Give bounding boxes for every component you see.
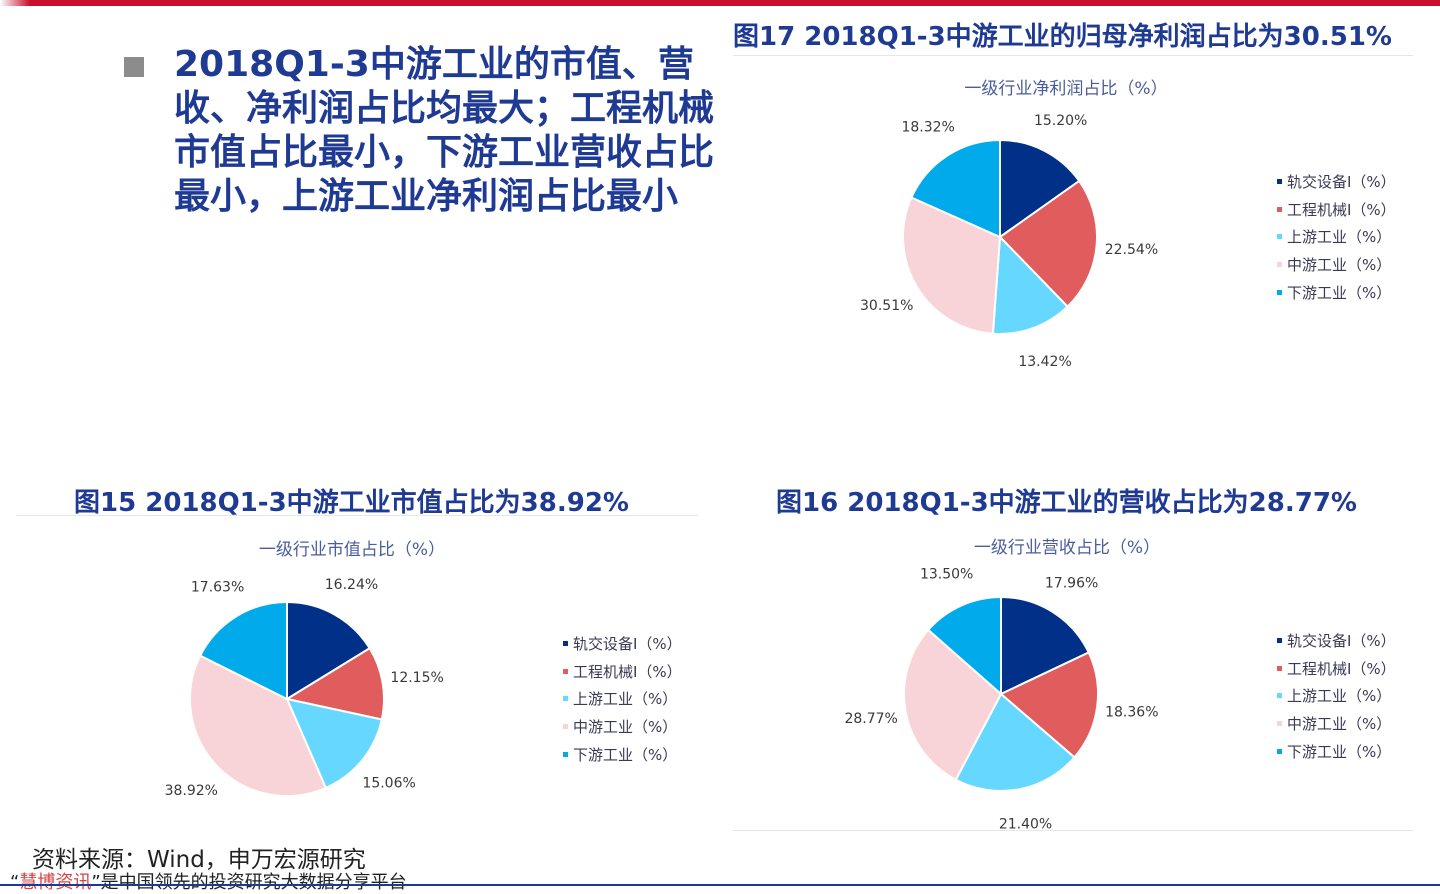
legend-item-4: 中游工业（%） — [1277, 251, 1396, 279]
legend-label-4: 中游工业（%） — [1287, 715, 1392, 734]
legend-label-4: 中游工业（%） — [573, 718, 678, 737]
chart-title-revenue: 一级行业营收占比（%） — [973, 538, 1161, 558]
legend-swatch-5 — [1277, 748, 1282, 754]
legend-market-cap: 轨交设备Ⅰ（%） 工程机械Ⅰ（%） 上游工业（%） 中游工业（%） 下游工业（%） — [563, 630, 682, 768]
figure-16-title: 图16 2018Q1-3中游工业的营收占比为28.77% — [776, 488, 1357, 518]
data-label-4: 38.92% — [165, 783, 218, 799]
legend-label-1: 轨交设备Ⅰ（%） — [1287, 632, 1396, 651]
data-label-5: 13.50% — [920, 567, 973, 583]
pie-slice-1 — [1000, 595, 1091, 696]
pie-slice-4 — [189, 654, 328, 797]
legend-swatch-3 — [1277, 234, 1282, 240]
legend-item-2: 工程机械Ⅰ（%） — [1277, 196, 1396, 224]
pie-slice-5 — [926, 595, 1002, 697]
legend-item-3: 上游工业（%） — [1277, 682, 1396, 710]
data-label-1: 15.20% — [1034, 113, 1087, 129]
data-label-1: 16.24% — [325, 577, 378, 593]
data-label-2: 12.15% — [390, 670, 443, 686]
pie-slice-3 — [991, 234, 1069, 335]
legend-swatch-2 — [1277, 665, 1282, 671]
data-label-2: 22.54% — [1105, 242, 1158, 258]
legend-swatch-2 — [1277, 206, 1282, 212]
legend-net-profit: 轨交设备Ⅰ（%） 工程机械Ⅰ（%） 上游工业（%） 中游工业（%） 下游工业（%） — [1277, 168, 1396, 306]
data-label-5: 17.63% — [191, 580, 244, 596]
figure-15-title: 图15 2018Q1-3中游工业市值占比为38.92% — [74, 488, 629, 518]
legend-label-1: 轨交设备Ⅰ（%） — [573, 635, 682, 654]
figure-17-title: 图17 2018Q1-3中游工业的归母净利润占比为30.51% — [733, 22, 1392, 52]
pie-slice-5 — [198, 600, 288, 701]
legend-swatch-5 — [1277, 289, 1282, 295]
legend-item-4: 中游工业（%） — [563, 713, 682, 741]
tagline-brand: 慧博资讯 — [19, 872, 92, 893]
pie-slice-2 — [284, 646, 385, 721]
pie-slice-1 — [286, 600, 372, 701]
legend-swatch-3 — [563, 696, 568, 702]
data-label-5: 18.32% — [901, 119, 954, 135]
legend-item-2: 工程机械Ⅰ（%） — [563, 658, 682, 686]
source-note: 资料来源：Wind，申万宏源研究 — [32, 847, 366, 873]
pie-slice-4 — [902, 196, 1002, 335]
legend-swatch-4 — [1277, 262, 1282, 268]
tagline: “慧博资讯”是中国领先的投资研究大数据分享平台 — [10, 868, 407, 894]
figure-17-divider — [733, 55, 1413, 56]
figure-15-divider — [16, 515, 698, 516]
legend-item-1: 轨交设备Ⅰ（%） — [563, 630, 682, 658]
data-label-1: 17.96% — [1045, 575, 1098, 591]
legend-swatch-2 — [563, 668, 568, 674]
pie-slice-3 — [285, 697, 383, 790]
legend-item-5: 下游工业（%） — [1277, 737, 1396, 765]
legend-item-3: 上游工业（%） — [563, 685, 682, 713]
legend-label-3: 上游工业（%） — [573, 690, 678, 709]
pie-slice-2 — [999, 651, 1099, 759]
legend-revenue: 轨交设备Ⅰ（%） 工程机械Ⅰ（%） 上游工业（%） 中游工业（%） 下游工业（%） — [1277, 627, 1396, 765]
figure-16-divider — [733, 830, 1413, 831]
legend-swatch-1 — [1277, 179, 1282, 185]
legend-swatch-3 — [1277, 693, 1282, 699]
pie-chart-market-cap: 16.24% 12.15% 15.06% 38.92% 17.63% — [165, 577, 444, 799]
top-accent-band — [0, 0, 1440, 6]
legend-swatch-1 — [563, 641, 568, 647]
tagline-open-quote: “ — [10, 872, 20, 893]
legend-item-2: 工程机械Ⅰ（%） — [1277, 655, 1396, 683]
data-label-4: 28.77% — [844, 711, 897, 727]
data-label-3: 15.06% — [362, 776, 415, 792]
legend-item-4: 中游工业（%） — [1277, 710, 1396, 738]
legend-item-1: 轨交设备Ⅰ（%） — [1277, 168, 1396, 196]
legend-swatch-4 — [563, 724, 568, 730]
bullet-square-icon — [124, 57, 144, 77]
pie-chart-revenue: 17.96% 18.36% 21.40% 28.77% 13.50% — [844, 567, 1158, 833]
pie-slice-5 — [910, 138, 1001, 239]
pie-slice-4 — [903, 628, 1003, 782]
data-label-2: 18.36% — [1105, 705, 1158, 721]
legend-swatch-5 — [563, 751, 568, 757]
chart-title-market-cap: 一级行业市值占比（%） — [258, 540, 446, 560]
legend-label-4: 中游工业（%） — [1287, 256, 1392, 275]
legend-label-5: 下游工业（%） — [1287, 742, 1392, 761]
legend-label-2: 工程机械Ⅰ（%） — [1287, 659, 1396, 678]
bottom-rule — [0, 884, 1440, 886]
chart-title-net-profit: 一级行业净利润占比（%） — [964, 79, 1168, 99]
legend-item-5: 下游工业（%） — [563, 740, 682, 768]
headline: 2018Q1-3中游工业的市值、营收、净利润占比均最大；工程机械市值占比最小，下… — [174, 44, 715, 217]
data-label-3: 13.42% — [1018, 354, 1071, 370]
data-label-3: 21.40% — [999, 817, 1052, 833]
tagline-rest: ”是中国领先的投资研究大数据分享平台 — [91, 872, 407, 893]
legend-label-5: 下游工业（%） — [573, 745, 678, 764]
legend-item-3: 上游工业（%） — [1277, 223, 1396, 251]
pie-slice-1 — [999, 138, 1081, 239]
pie-slice-3 — [954, 692, 1076, 792]
legend-swatch-4 — [1277, 721, 1282, 727]
legend-label-2: 工程机械Ⅰ（%） — [1287, 200, 1396, 219]
legend-label-1: 轨交设备Ⅰ（%） — [1287, 173, 1396, 192]
pie-chart-net-profit: 15.20% 22.54% 13.42% 30.51% 18.32% — [860, 113, 1158, 370]
legend-label-5: 下游工业（%） — [1287, 283, 1392, 302]
legend-label-3: 上游工业（%） — [1287, 228, 1392, 247]
legend-swatch-1 — [1277, 638, 1282, 644]
pie-slice-2 — [998, 179, 1098, 309]
legend-label-2: 工程机械Ⅰ（%） — [573, 662, 682, 681]
legend-label-3: 上游工业（%） — [1287, 687, 1392, 706]
legend-item-1: 轨交设备Ⅰ（%） — [1277, 627, 1396, 655]
legend-item-5: 下游工业（%） — [1277, 278, 1396, 306]
data-label-4: 30.51% — [860, 298, 913, 314]
